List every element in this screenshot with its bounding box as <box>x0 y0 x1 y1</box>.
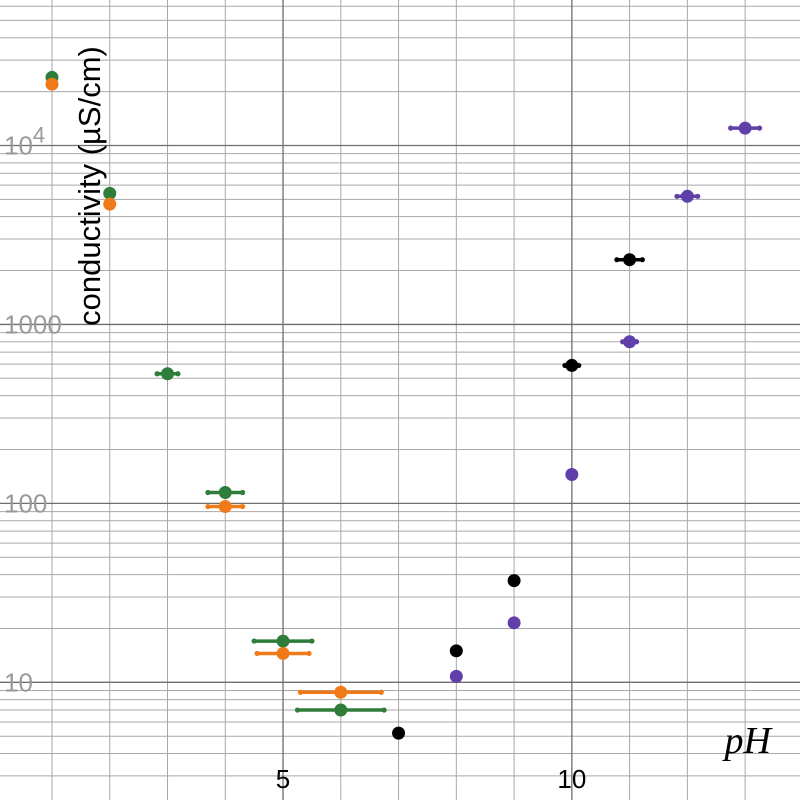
y-tick-labels: 10 100 1000 104 <box>4 122 62 697</box>
series-3 <box>392 253 645 740</box>
error-bar-cap <box>294 707 301 713</box>
data-point <box>334 685 348 699</box>
data-point <box>103 186 117 200</box>
data-point <box>507 616 521 630</box>
data-point <box>623 335 637 349</box>
error-bar-cap <box>695 193 701 199</box>
error-bar-cap <box>239 489 246 496</box>
error-bar-cap <box>639 257 645 263</box>
error-bar-cap <box>297 689 303 695</box>
error-bar-cap <box>674 193 680 199</box>
x-tick-label: 10 <box>557 764 586 794</box>
error-bar-cap <box>205 489 211 496</box>
error-bar-cap <box>728 125 734 131</box>
series-1 <box>45 70 387 717</box>
data-point <box>507 574 521 588</box>
x-tick-labels: 5 10 <box>276 764 587 794</box>
error-bar-cap <box>239 503 246 510</box>
data-point <box>680 189 694 203</box>
y-tick-label: 10 <box>4 667 33 697</box>
error-bar-cap <box>205 503 211 510</box>
error-bar-cap <box>756 125 763 131</box>
data-point <box>392 726 406 740</box>
error-bar-cap <box>306 650 312 657</box>
data-point <box>276 634 290 648</box>
data-point <box>565 358 579 372</box>
y-tick-label: 104 <box>4 122 45 160</box>
series-2 <box>45 77 384 699</box>
error-bar-cap <box>251 638 257 644</box>
error-bar-cap <box>175 371 181 377</box>
y-tick-label: 100 <box>4 488 47 518</box>
data-point <box>276 646 290 660</box>
error-bar-cap <box>309 638 315 644</box>
data-point <box>334 703 348 717</box>
y-axis-label: conductivity (µS/cm) <box>72 46 107 326</box>
data-point <box>45 77 59 91</box>
error-bar-cap <box>381 707 387 713</box>
error-bar-cap <box>154 371 160 377</box>
x-axis-label: pH <box>722 720 774 762</box>
x-tick-label: 5 <box>276 764 290 794</box>
error-bar-cap <box>614 257 620 263</box>
data-point <box>738 121 752 135</box>
data-point <box>449 644 463 658</box>
data-point <box>218 486 232 500</box>
data-point <box>623 253 637 267</box>
error-bar-cap <box>378 689 384 695</box>
series-4 <box>449 121 763 683</box>
data-point <box>103 197 117 211</box>
y-tick-exponent: 4 <box>33 122 45 147</box>
data-point <box>218 500 232 514</box>
data-point <box>449 669 463 683</box>
data-marks <box>45 70 763 740</box>
y-tick-label: 1000 <box>4 309 62 339</box>
error-bar-cap <box>254 650 260 657</box>
data-point <box>565 467 579 481</box>
data-point <box>161 367 175 381</box>
